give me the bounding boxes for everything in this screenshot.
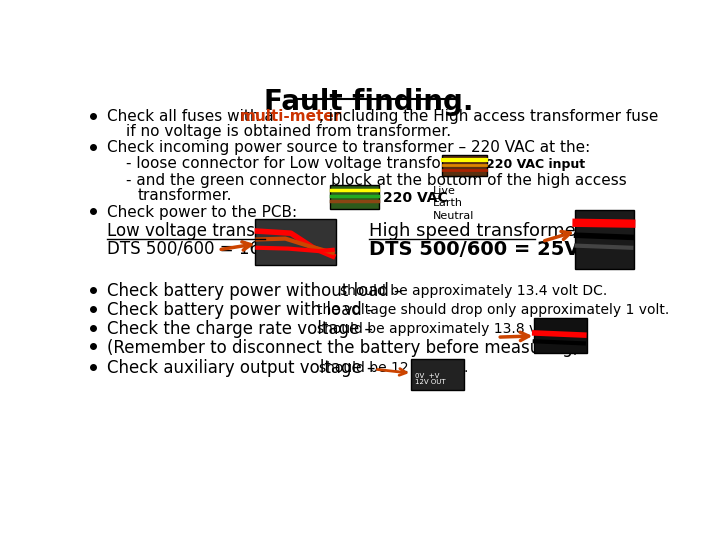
Text: Check power to the PCB:: Check power to the PCB:	[107, 205, 297, 220]
FancyBboxPatch shape	[534, 319, 587, 353]
FancyBboxPatch shape	[330, 185, 379, 210]
FancyBboxPatch shape	[441, 154, 487, 176]
Text: Low voltage transformer: Low voltage transformer	[107, 222, 311, 240]
FancyBboxPatch shape	[575, 210, 634, 268]
Text: 0V  +V: 0V +V	[415, 373, 439, 379]
Text: 220 VAC: 220 VAC	[383, 191, 448, 205]
Text: - and the green connector block at the bottom of the high access: - and the green connector block at the b…	[126, 173, 627, 188]
Text: 220 VAC input: 220 VAC input	[486, 158, 585, 171]
FancyBboxPatch shape	[411, 359, 464, 390]
Text: Check battery power without load –: Check battery power without load –	[107, 282, 408, 300]
Text: should be approximately 13.4 volt DC.: should be approximately 13.4 volt DC.	[340, 285, 607, 299]
Text: , including the High access transformer fuse: , including the High access transformer …	[319, 109, 658, 124]
Text: Check auxiliary output voltage –: Check auxiliary output voltage –	[107, 359, 380, 377]
Text: - loose connector for Low voltage transformer: - loose connector for Low voltage transf…	[126, 156, 478, 171]
Text: DTS 500/600 = 16VAC: DTS 500/600 = 16VAC	[107, 240, 293, 258]
Text: Check the charge rate voltage –: Check the charge rate voltage –	[107, 320, 378, 338]
Text: transformer.: transformer.	[138, 188, 232, 203]
Text: Neutral: Neutral	[433, 211, 474, 221]
Text: the voltage should drop only approximately 1 volt.: the voltage should drop only approximate…	[317, 303, 669, 317]
Text: Check all fuses with a: Check all fuses with a	[107, 109, 279, 124]
Text: Check battery power with load -: Check battery power with load -	[107, 301, 378, 319]
Text: should be approximately 13.8 volt DC.: should be approximately 13.8 volt DC.	[317, 322, 584, 336]
Text: if no voltage is obtained from transformer.: if no voltage is obtained from transform…	[126, 124, 451, 139]
Text: should be 12 volt DC.: should be 12 volt DC.	[319, 361, 468, 375]
FancyBboxPatch shape	[255, 219, 336, 265]
Text: Live: Live	[433, 186, 456, 196]
Text: Check incoming power source to transformer – 220 VAC at the:: Check incoming power source to transform…	[107, 140, 590, 156]
Text: multi-meter: multi-meter	[240, 109, 342, 124]
Text: (Remember to disconnect the battery before measuring).: (Remember to disconnect the battery befo…	[107, 339, 584, 356]
Text: Fault finding.: Fault finding.	[264, 87, 474, 116]
Text: DTS 500/600 = 25VDC: DTS 500/600 = 25VDC	[369, 240, 610, 259]
Text: Earth: Earth	[433, 198, 463, 208]
Text: High speed transformer: High speed transformer	[369, 222, 583, 240]
Text: 12V OUT: 12V OUT	[415, 379, 446, 384]
